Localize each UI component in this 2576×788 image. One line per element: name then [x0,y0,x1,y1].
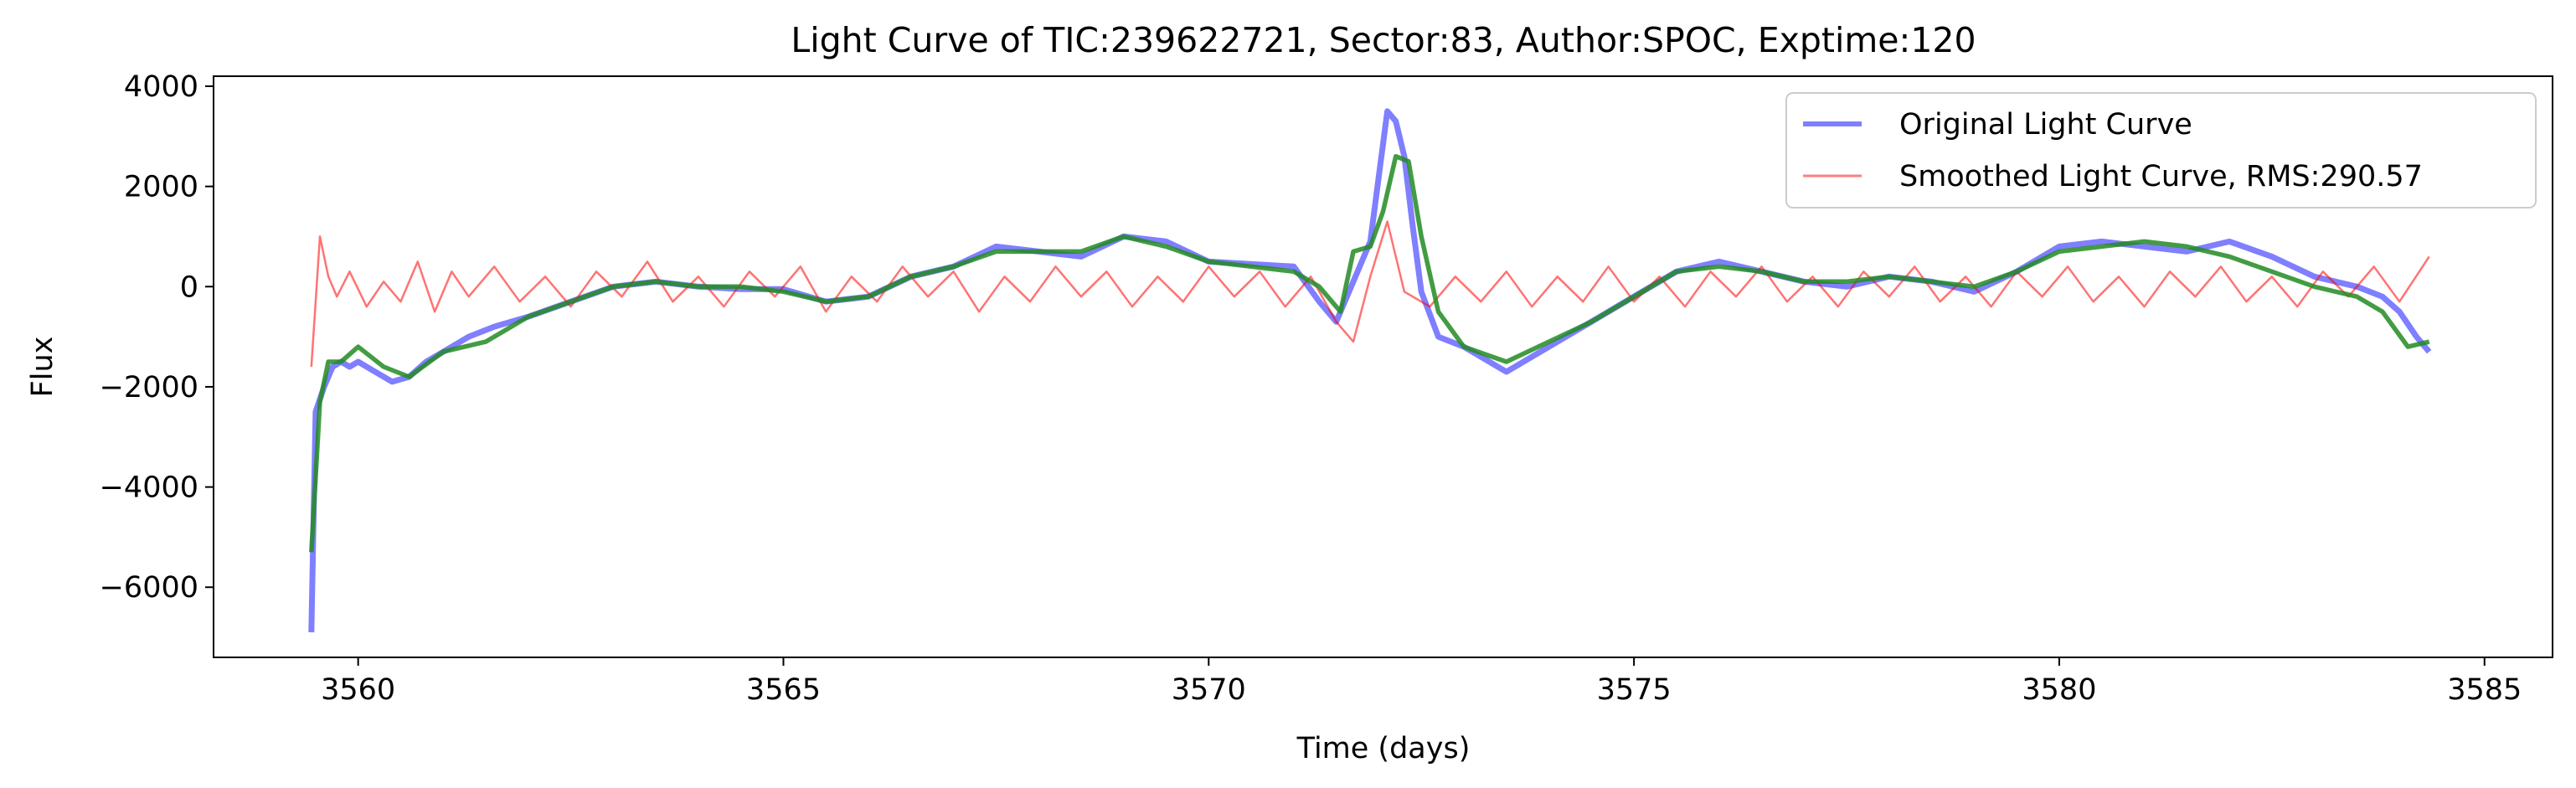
plot-area [213,75,2553,658]
x-axis-label: Time (days) [1296,732,1471,765]
x-tick-label: 3580 [2022,673,2096,707]
y-tick-label: −2000 [100,371,198,404]
legend-label-original: Original Light Curve [1899,108,2192,142]
series-layer [308,108,2432,633]
y-tick-label: 2000 [124,171,198,204]
x-tick-label: 3560 [321,673,395,707]
x-tick-label: 3575 [1597,673,1672,707]
y-tick-label: −6000 [100,571,198,605]
series-line-trend [309,153,2430,553]
legend: Original Light Curve Smoothed Light Curv… [1785,92,2537,209]
x-tick-label: 3565 [746,673,821,707]
y-axis-label: Flux [26,337,59,398]
y-tick-label: 0 [180,270,198,304]
y-axis: −6000 −4000 −2000 0 2000 4000 [100,70,214,605]
y-tick-label: 4000 [124,70,198,104]
x-tick-label: 3585 [2447,673,2522,707]
chart-title: Light Curve of TIC:239622721, Sector:83,… [791,20,1976,60]
legend-label-smoothed: Smoothed Light Curve, RMS:290.57 [1899,160,2423,193]
legend-box [1785,92,2537,209]
x-axis: 3560 3565 3570 3575 3580 3585 [321,657,2522,707]
y-tick-label: −4000 [100,471,198,505]
axes-frame [213,75,2553,658]
x-tick-label: 3570 [1172,673,1246,707]
